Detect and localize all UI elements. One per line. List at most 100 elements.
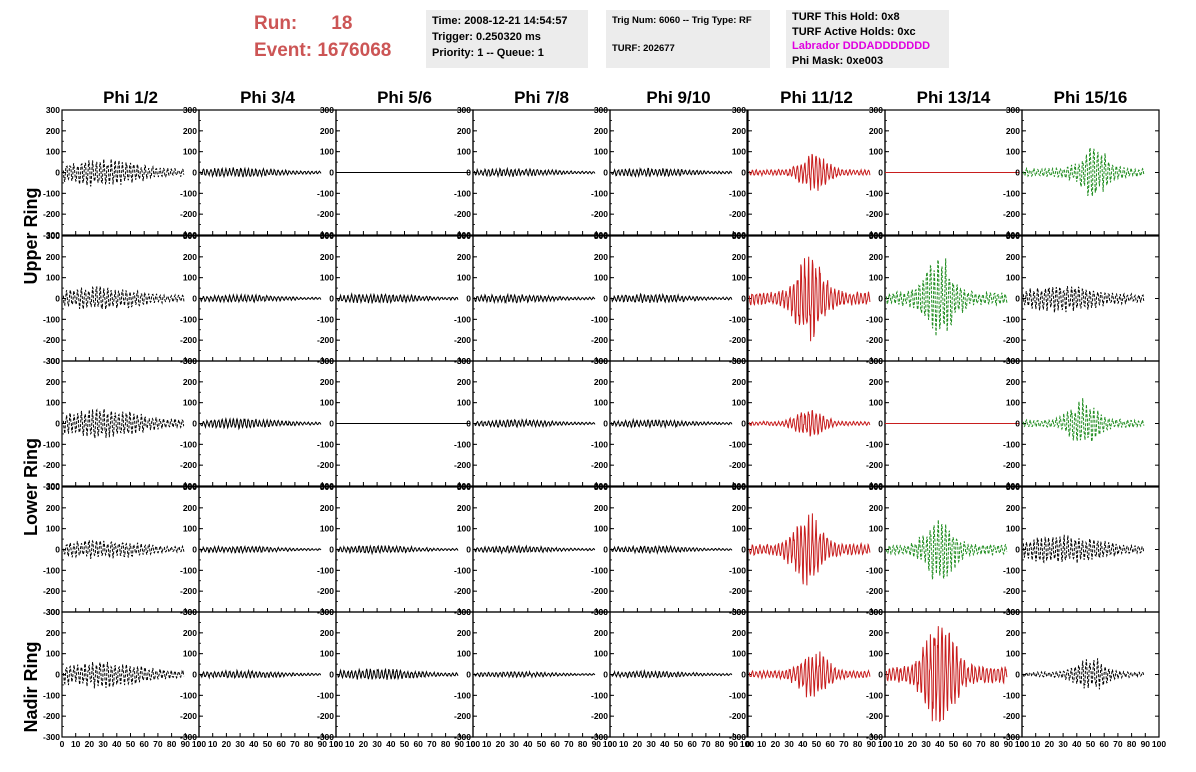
y-tick-label: 300 — [869, 105, 883, 115]
panel-frame — [1021, 611, 1160, 738]
waveform-trace — [199, 417, 322, 431]
y-tick-label: -200 — [454, 209, 471, 219]
column-label: Phi 9/10 — [646, 88, 710, 107]
x-tick-label: 50 — [263, 739, 273, 749]
y-tick-label: 200 — [46, 252, 60, 262]
waveform-trace — [748, 256, 871, 342]
turf-info-box: TURF This Hold: 0x8 TURF Active Holds: 0… — [786, 10, 949, 68]
waveform-trace — [885, 258, 1008, 336]
y-tick-label: 0 — [329, 419, 334, 429]
y-tick-label: 0 — [192, 168, 197, 178]
y-tick-label: 100 — [46, 524, 60, 534]
y-tick-label: 300 — [457, 105, 471, 115]
y-tick-label: -300 — [317, 481, 334, 491]
y-tick-label: 300 — [594, 105, 608, 115]
y-tick-label: -200 — [729, 460, 746, 470]
event-value: 1676068 — [317, 40, 392, 61]
x-tick-label: 30 — [784, 739, 794, 749]
y-tick-label: 300 — [46, 105, 60, 115]
x-tick-label: 80 — [578, 739, 588, 749]
y-tick-label: -200 — [1003, 711, 1020, 721]
y-tick-label: -200 — [43, 335, 60, 345]
y-tick-label: -100 — [591, 188, 608, 198]
waveform-trace — [1022, 534, 1145, 564]
x-tick-label: 10 — [482, 739, 492, 749]
y-tick-label: 100 — [732, 398, 746, 408]
x-tick-label: 0 — [1020, 739, 1025, 749]
waveform-trace — [1022, 398, 1145, 442]
y-tick-label: -200 — [729, 335, 746, 345]
y-tick-label: 0 — [1015, 294, 1020, 304]
y-tick-label: 0 — [55, 419, 60, 429]
y-tick-label: 200 — [183, 126, 197, 136]
x-tick-label: 70 — [701, 739, 711, 749]
y-tick-label: 300 — [183, 231, 197, 241]
y-tick-label: 100 — [320, 649, 334, 659]
labrador-text: Labrador DDDADDDDDDD — [792, 40, 931, 52]
x-tick-label: 60 — [139, 739, 149, 749]
y-tick-label: 0 — [741, 419, 746, 429]
y-tick-label: 300 — [594, 607, 608, 617]
y-tick-label: 0 — [741, 545, 746, 555]
waveform-trace — [473, 669, 596, 679]
y-tick-label: -100 — [317, 565, 334, 575]
x-tick-label: 100 — [466, 739, 480, 749]
waveform-trace — [473, 544, 596, 555]
x-tick-label: 10 — [619, 739, 629, 749]
x-tick-label: 60 — [550, 739, 560, 749]
x-tick-label: 20 — [771, 739, 781, 749]
y-tick-label: -300 — [454, 230, 471, 240]
x-tick-label: 70 — [564, 739, 574, 749]
y-tick-label: 100 — [594, 147, 608, 157]
waveform-trace — [610, 544, 733, 555]
y-tick-label: -300 — [1003, 481, 1020, 491]
y-tick-label: 100 — [183, 273, 197, 283]
event-label: Event: — [254, 40, 313, 61]
y-tick-label: 0 — [878, 670, 883, 680]
y-tick-label: 100 — [1006, 147, 1020, 157]
x-tick-label: 10 — [208, 739, 218, 749]
y-tick-label: -200 — [1003, 586, 1020, 596]
x-tick-label: 90 — [729, 739, 739, 749]
x-tick-label: 70 — [1113, 739, 1123, 749]
y-tick-label: 300 — [1006, 231, 1020, 241]
x-tick-label: 60 — [825, 739, 835, 749]
y-tick-label: -100 — [1003, 565, 1020, 575]
turf-active-text: TURF Active Holds: 0xc — [792, 25, 916, 38]
waveform-trace — [748, 651, 871, 698]
y-tick-label: 300 — [46, 356, 60, 366]
x-tick-label: 70 — [976, 739, 986, 749]
y-tick-label: -100 — [317, 188, 334, 198]
y-tick-label: 200 — [457, 503, 471, 513]
waveform-trace — [62, 285, 185, 310]
y-tick-label: 0 — [1015, 168, 1020, 178]
waveform-trace — [610, 669, 733, 679]
column-label: Phi 13/14 — [917, 88, 991, 107]
y-tick-label: 100 — [594, 524, 608, 534]
y-tick-label: 0 — [878, 545, 883, 555]
x-tick-label: 80 — [441, 739, 451, 749]
y-tick-label: 100 — [320, 147, 334, 157]
y-tick-label: 0 — [329, 294, 334, 304]
y-tick-label: 200 — [457, 252, 471, 262]
y-tick-label: 0 — [603, 670, 608, 680]
y-tick-label: 100 — [594, 273, 608, 283]
y-tick-label: 200 — [594, 628, 608, 638]
y-tick-label: -200 — [454, 460, 471, 470]
x-tick-label: 100 — [878, 739, 892, 749]
y-tick-label: 300 — [732, 482, 746, 492]
y-tick-label: 300 — [457, 482, 471, 492]
row-label: Upper Ring — [21, 188, 41, 285]
y-tick-label: -100 — [317, 690, 334, 700]
waveform-trace — [885, 626, 1008, 723]
y-tick-label: -100 — [729, 439, 746, 449]
column-label: Phi 15/16 — [1054, 88, 1128, 107]
y-tick-label: 200 — [320, 628, 334, 638]
run-value: 18 — [331, 13, 353, 34]
y-tick-label: -100 — [1003, 690, 1020, 700]
y-tick-label: 0 — [192, 670, 197, 680]
y-tick-label: 100 — [869, 398, 883, 408]
y-tick-label: -100 — [43, 188, 60, 198]
y-tick-label: -200 — [317, 209, 334, 219]
y-tick-label: 100 — [46, 649, 60, 659]
